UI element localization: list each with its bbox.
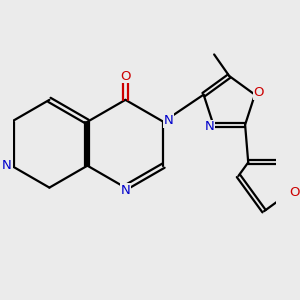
Text: O: O (289, 186, 299, 199)
Text: N: N (2, 159, 12, 172)
Text: O: O (254, 86, 264, 99)
Text: N: N (121, 184, 130, 196)
Text: N: N (164, 114, 173, 127)
Text: N: N (205, 120, 214, 133)
Text: O: O (120, 70, 131, 83)
